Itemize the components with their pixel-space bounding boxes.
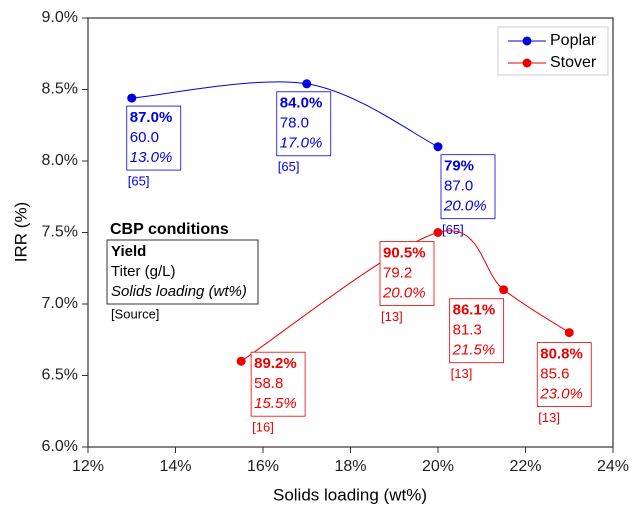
point-annotation: 79% 87.0 20.0% [65] xyxy=(440,154,496,237)
annotation-yield: 84.0% xyxy=(280,95,323,112)
key-title: CBP conditions xyxy=(110,221,229,238)
legend-marker xyxy=(522,36,532,46)
key-yield: Yield xyxy=(111,243,146,260)
annotation-box xyxy=(440,154,496,220)
legend-frame xyxy=(497,26,609,76)
point-annotation: 87.0% 60.0 13.0% [65] xyxy=(126,105,182,189)
annotation-box xyxy=(250,351,306,417)
annotation-solids: 23.0% xyxy=(539,386,583,403)
legend-marker xyxy=(522,58,532,68)
annotation-box xyxy=(536,342,592,408)
annotation-source: [13] xyxy=(451,366,473,381)
annotation-yield: 90.5% xyxy=(383,244,426,261)
key-titer: Titer (g/L) xyxy=(111,263,175,280)
x-axis-label: Solids loading (wt%) xyxy=(273,485,427,504)
x-tick-label: 16% xyxy=(247,458,279,475)
annotation-titer: 60.0 xyxy=(130,129,159,146)
legend-label: Stover xyxy=(550,54,597,71)
annotation-titer: 81.3 xyxy=(453,322,482,339)
x-tick-label: 14% xyxy=(159,458,191,475)
annotation-box xyxy=(126,105,182,171)
y-tick-label: 6.0% xyxy=(42,438,78,455)
annotation-source: [65] xyxy=(128,174,150,189)
series-line xyxy=(240,230,570,362)
point-annotation: 84.0% 78.0 17.0% [65] xyxy=(276,91,332,174)
x-tick-label: 22% xyxy=(509,458,541,475)
y-tick-label: 6.5% xyxy=(42,367,78,384)
point xyxy=(236,356,246,366)
point xyxy=(127,93,137,103)
y-tick-label: 9.0% xyxy=(42,9,78,26)
annotation-titer: 78.0 xyxy=(280,115,309,132)
point xyxy=(302,79,312,89)
x-tick-label: 24% xyxy=(597,458,629,475)
legend-label: Poplar xyxy=(550,32,597,49)
point-annotation: 90.5% 79.2 20.0% [13] xyxy=(379,241,435,324)
annotation-source: [65] xyxy=(442,222,464,237)
annotation-solids: 20.0% xyxy=(443,198,487,215)
annotation-yield: 79% xyxy=(444,158,474,175)
annotation-box xyxy=(379,241,435,306)
annotation-solids: 15.5% xyxy=(254,395,297,412)
annotation-source: [13] xyxy=(538,410,560,425)
annotation-solids: 13.0% xyxy=(130,149,173,166)
y-tick-label: 8.0% xyxy=(42,152,78,169)
y-tick-label: 8.5% xyxy=(42,81,78,98)
point xyxy=(499,285,509,295)
key-solids: Solids loading (wt%) xyxy=(111,283,247,300)
y-axis-label: IRR (%) xyxy=(11,202,30,262)
key-source: [Source] xyxy=(111,306,159,321)
annotation-yield: 89.2% xyxy=(254,355,297,372)
annotation-titer: 79.2 xyxy=(383,264,412,281)
annotation-source: [13] xyxy=(381,309,403,324)
annotation-solids: 20.0% xyxy=(382,284,426,301)
annotation-solids: 17.0% xyxy=(280,135,323,152)
annotation-titer: 58.8 xyxy=(254,375,283,392)
annotation-source: [16] xyxy=(252,420,274,435)
annotation-yield: 80.8% xyxy=(540,346,583,363)
key-frame xyxy=(106,239,259,305)
annotation-yield: 87.0% xyxy=(130,109,173,126)
point-annotation: 86.1% 81.3 21.5% [13] xyxy=(449,298,505,381)
annotation-yield: 86.1% xyxy=(453,302,496,319)
point xyxy=(564,328,574,338)
annotation-titer: 85.6 xyxy=(540,366,569,383)
point-annotation: 80.8% 85.6 23.0% [13] xyxy=(536,342,592,425)
y-tick-label: 7.0% xyxy=(42,295,78,312)
point xyxy=(433,142,443,152)
key-box: CBP conditions Yield Titer (g/L) Solids … xyxy=(106,221,259,321)
annotation-solids: 21.5% xyxy=(452,342,496,359)
x-tick-label: 20% xyxy=(422,458,454,475)
legend: Poplar Stover xyxy=(497,26,609,76)
annotation-box xyxy=(276,91,332,157)
point-annotation: 89.2% 58.8 15.5% [16] xyxy=(250,351,306,435)
x-tick-label: 18% xyxy=(334,458,366,475)
annotation-box xyxy=(449,298,505,364)
x-tick-label: 12% xyxy=(72,458,104,475)
y-tick-label: 7.5% xyxy=(42,224,78,241)
annotation-titer: 87.0 xyxy=(444,178,473,195)
point xyxy=(433,228,443,237)
annotation-source: [65] xyxy=(278,159,300,174)
